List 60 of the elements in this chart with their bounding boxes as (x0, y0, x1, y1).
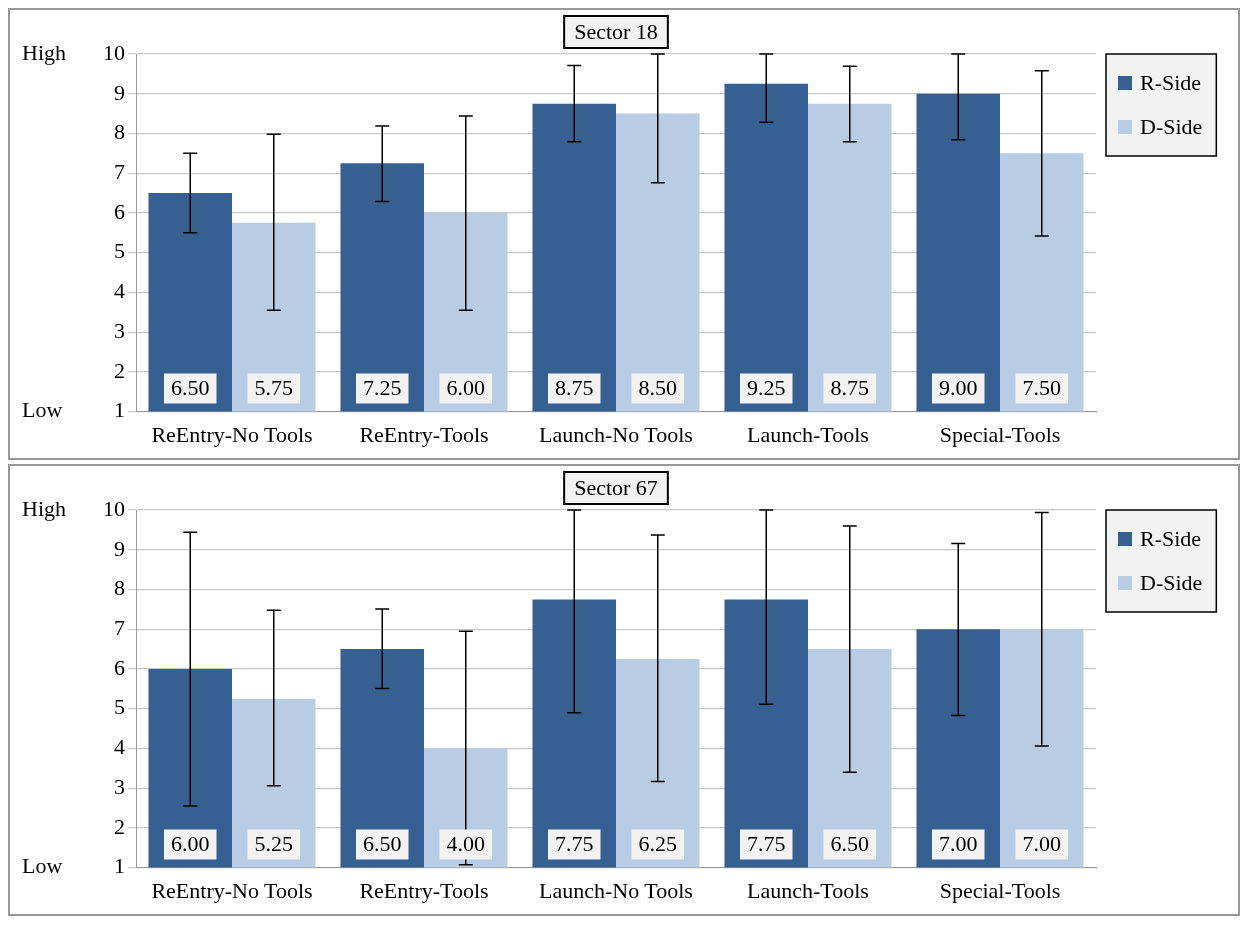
data-label: 9.25 (746, 375, 786, 401)
data-label: 7.00 (1022, 831, 1062, 857)
x-tick-label: Launch-Tools (747, 421, 869, 447)
x-tick-label: ReEntry-Tools (359, 877, 489, 903)
y-tick-label: 6 (114, 198, 125, 224)
data-label: 6.50 (362, 831, 402, 857)
y-tick-label: 2 (114, 813, 125, 839)
text: Low (22, 853, 63, 879)
legend-label: D-Side (1140, 569, 1203, 595)
y-tick-label: 5 (114, 694, 125, 720)
legend-label: D-Side (1140, 113, 1203, 139)
data-label: 7.50 (1022, 375, 1062, 401)
data-label: 9.00 (938, 375, 978, 401)
data-label: 4.00 (446, 831, 486, 857)
text: High (22, 39, 66, 65)
data-label: 7.75 (746, 831, 786, 857)
x-tick-label: Launch-No Tools (539, 421, 693, 447)
data-label: 6.25 (638, 831, 678, 857)
chart-title: Sector 67 (574, 474, 658, 500)
x-tick-label: ReEntry-No Tools (151, 421, 313, 447)
y-tick-label: 5 (114, 238, 125, 264)
y-tick-label: 4 (114, 734, 125, 760)
x-tick-label: Special-Tools (939, 877, 1061, 903)
x-tick-label: ReEntry-No Tools (151, 877, 313, 903)
data-label: 7.75 (554, 831, 594, 857)
x-tick-label: Launch-Tools (747, 877, 869, 903)
data-label: 6.00 (446, 375, 486, 401)
y-tick-label: 6 (114, 654, 125, 680)
y-tick-label: 8 (114, 119, 125, 145)
chart-title: Sector 18 (574, 18, 658, 44)
x-tick-label: Launch-No Tools (539, 877, 693, 903)
y-tick-label: 10 (103, 39, 125, 65)
data-label: 6.50 (170, 375, 210, 401)
y-tick-label: 7 (114, 614, 125, 640)
data-label: 7.25 (362, 375, 402, 401)
legend-label: R-Side (1140, 525, 1202, 551)
y-tick-label: 8 (114, 575, 125, 601)
y-tick-label: 1 (114, 397, 125, 423)
y-tick-label: 9 (114, 79, 125, 105)
data-label: 6.50 (830, 831, 870, 857)
y-tick-label: 3 (114, 317, 125, 343)
x-tick-label: ReEntry-Tools (359, 421, 489, 447)
data-label: 7.00 (938, 831, 978, 857)
data-label: 5.25 (254, 831, 294, 857)
y-tick-label: 3 (114, 773, 125, 799)
y-tick-label: 1 (114, 853, 125, 879)
y-tick-label: 2 (114, 357, 125, 383)
data-label: 8.75 (554, 375, 594, 401)
y-tick-label: 9 (114, 535, 125, 561)
x-tick-label: Special-Tools (939, 421, 1061, 447)
data-label: 6.00 (170, 831, 210, 857)
data-label: 8.50 (638, 375, 678, 401)
text: High (22, 495, 66, 521)
y-tick-label: 10 (103, 495, 125, 521)
data-label: 8.75 (830, 375, 870, 401)
text: Low (22, 397, 63, 423)
legend-label: R-Side (1140, 69, 1202, 95)
y-tick-label: 4 (114, 278, 125, 304)
data-label: 5.75 (254, 375, 294, 401)
y-tick-label: 7 (114, 158, 125, 184)
